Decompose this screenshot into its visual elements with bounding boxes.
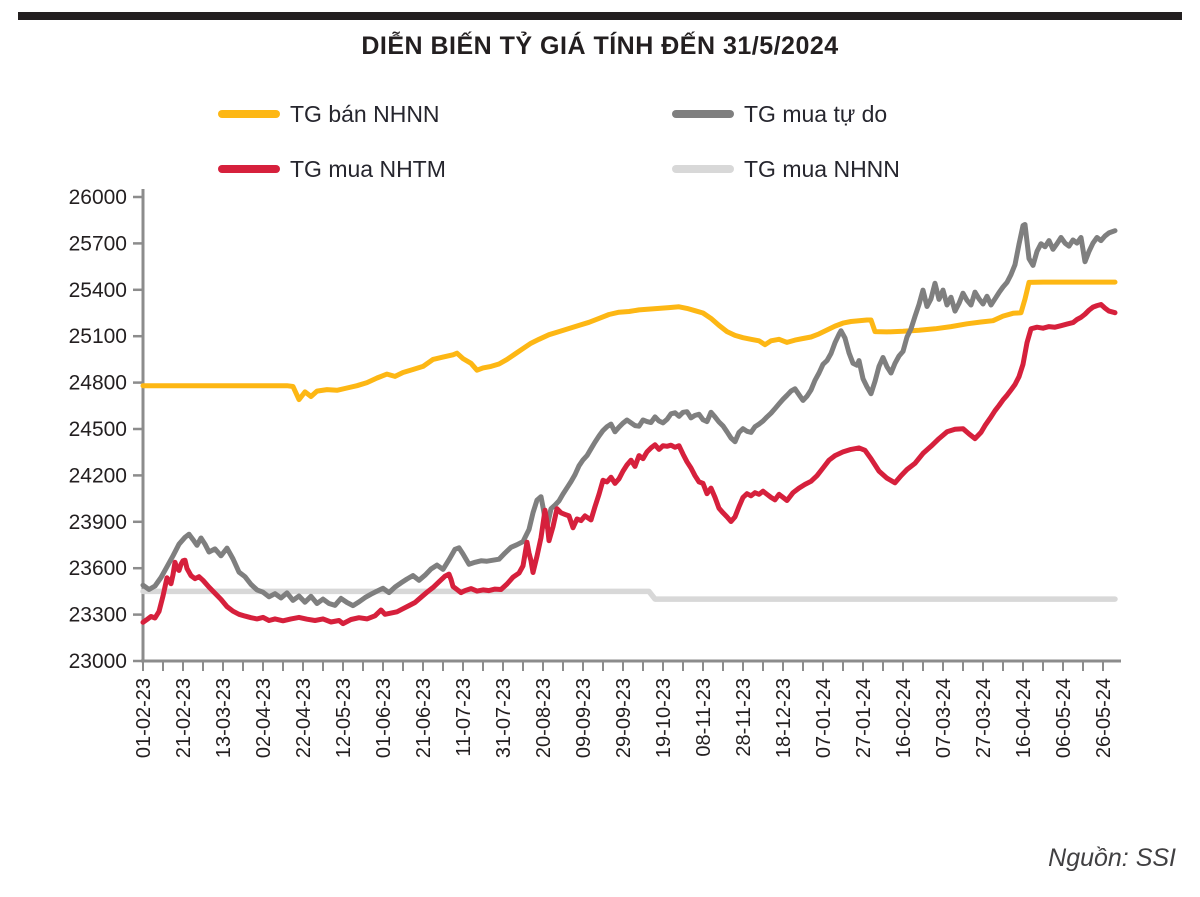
- series-line-tg-mua-tự-do: [140, 222, 1118, 609]
- legend: TG bán NHNN TG mua tự do TG mua NHTM TG …: [0, 0, 1200, 200]
- x-tick-label: 11-07-23: [453, 678, 475, 757]
- x-tick-label: 19-10-23: [653, 678, 675, 758]
- x-tick-label: 21-06-23: [413, 678, 435, 758]
- legend-swatch-yellow-line-icon: [218, 110, 280, 118]
- x-tick-label: 26-05-24: [1093, 678, 1115, 758]
- y-tick-label: 24800: [69, 372, 127, 395]
- series-line-tg-mua-nhtm: [140, 302, 1118, 627]
- y-tick-label: 24500: [69, 418, 127, 441]
- y-tick-label: 25400: [69, 279, 127, 302]
- legend-label: TG mua NHTM: [290, 155, 446, 182]
- y-tick-label: 24200: [69, 464, 127, 487]
- x-tick-label: 20-08-23: [533, 678, 555, 758]
- legend-swatch-red-line-icon: [218, 165, 280, 173]
- x-tick-label: 18-12-23: [773, 678, 795, 758]
- legend-swatch-gray-line-icon: [672, 110, 734, 118]
- x-tick-label: 16-04-24: [1013, 678, 1035, 758]
- y-tick-label: 26000: [69, 186, 127, 209]
- y-tick-label: 23600: [69, 557, 127, 580]
- series-line-tg-mua-nhnn: [140, 588, 1118, 602]
- x-tick-label: 07-01-24: [813, 678, 835, 758]
- y-tick-label: 25700: [69, 232, 127, 255]
- source-caption: Nguồn: SSI: [1048, 844, 1176, 872]
- x-tick-label: 22-04-23: [293, 678, 315, 758]
- legend-item-tg-ban-nhnn: TG bán NHNN: [218, 100, 440, 127]
- x-tick-label: 01-02-23: [133, 678, 155, 758]
- x-tick-label: 13-03-23: [213, 678, 235, 758]
- x-tick-label: 12-05-23: [333, 678, 355, 758]
- x-tick-label: 27-01-24: [853, 678, 875, 758]
- legend-swatch-lightgray-line-icon: [672, 165, 734, 173]
- legend-item-tg-mua-nhtm: TG mua NHTM: [218, 155, 446, 182]
- x-tick-label: 06-05-24: [1053, 678, 1075, 758]
- legend-label: TG mua tự do: [744, 100, 888, 127]
- x-tick-label: 07-03-24: [933, 678, 955, 758]
- x-tick-label: 08-11-23: [693, 678, 715, 757]
- x-tick-label: 31-07-23: [493, 678, 515, 758]
- chart-title: DIỄN BIẾN TỶ GIÁ TÍNH ĐẾN 31/5/2024: [361, 32, 839, 60]
- legend-item-tg-mua-nhnn: TG mua NHNN: [672, 155, 900, 182]
- x-tick-label: 09-09-23: [573, 678, 595, 758]
- x-tick-label: 27-03-24: [973, 678, 995, 758]
- y-tick-label: 23000: [69, 650, 127, 673]
- x-tick-label: 01-06-23: [373, 678, 395, 758]
- x-tick-label: 21-02-23: [173, 678, 195, 758]
- legend-item-tg-mua-tu-do: TG mua tự do: [672, 100, 888, 127]
- y-tick-label: 25100: [69, 325, 127, 348]
- top-rule: [18, 12, 1182, 20]
- x-tick-label: 28-11-23: [733, 678, 755, 757]
- y-tick-label: 23900: [69, 511, 127, 534]
- x-tick-label: 29-09-23: [613, 678, 635, 758]
- x-tick-label: 16-02-24: [893, 678, 915, 758]
- series-line-tg-bán-nhnn: [140, 279, 1118, 403]
- legend-label: TG mua NHNN: [744, 155, 900, 182]
- x-tick-label: 02-04-23: [253, 678, 275, 758]
- legend-label: TG bán NHNN: [290, 100, 440, 127]
- y-tick-label: 23300: [69, 604, 127, 627]
